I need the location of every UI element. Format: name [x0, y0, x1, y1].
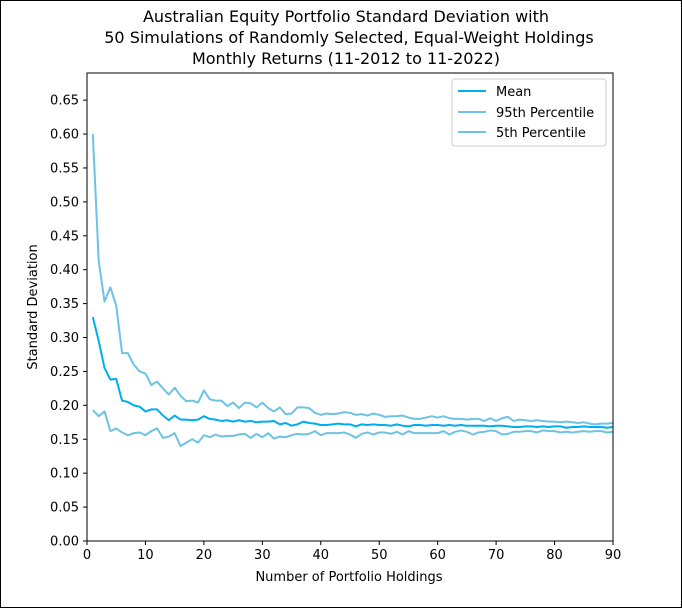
x-tick-label: 80 — [546, 548, 563, 563]
legend-label-mean: Mean — [496, 85, 531, 100]
tick-layer: 0 10 20 30 40 50 60 70 80 90 0.00 0.05 0.10 0.15 0.20 0… — [50, 94, 621, 563]
y-tick-label: 0.65 — [50, 94, 79, 109]
legend-box — [451, 78, 607, 147]
y-tick-label: 0.40 — [50, 263, 79, 278]
x-axis-label: Number of Portfolio Holdings — [255, 570, 442, 585]
legend-label-5th-percentile: 5th Percentile — [496, 126, 586, 141]
x-tick-label: 40 — [313, 548, 330, 563]
legend-label-95th-percentile: 95th Percentile — [496, 106, 594, 121]
series-line-mean — [91, 316, 614, 429]
y-tick-label: 0.50 — [50, 195, 79, 210]
x-tick-label: 30 — [254, 548, 271, 563]
x-tick-label: 60 — [429, 548, 446, 563]
legend: Mean 95th Percentile 5th Percentile — [451, 78, 607, 147]
y-tick-label: 0.55 — [50, 161, 79, 176]
x-tick-label: 90 — [605, 548, 622, 563]
y-axis-label: Standard Deviation — [26, 244, 41, 369]
y-tick-label: 0.20 — [50, 399, 79, 414]
series-line-95th-percentile — [91, 133, 614, 426]
x-tick-label: 20 — [196, 548, 213, 563]
chart-title-line-2: 50 Simulations of Randomly Selected, Equ… — [104, 28, 593, 47]
y-tick-label: 0.05 — [50, 501, 79, 516]
y-tick-label: 0.60 — [50, 128, 79, 143]
x-tick-label: 50 — [371, 548, 388, 563]
axes-frame — [86, 72, 614, 542]
series-line-5th-percentile — [92, 409, 614, 448]
y-tick-label: 0.35 — [50, 297, 79, 312]
chart-title-line-1: Australian Equity Portfolio Standard Dev… — [143, 7, 549, 26]
x-tick-label: 10 — [137, 548, 154, 563]
plot-area — [87, 73, 613, 541]
y-tick-label: 0.10 — [50, 467, 79, 482]
y-tick-label: 0.25 — [50, 365, 79, 380]
y-tick-label: 0.15 — [50, 433, 79, 448]
y-tick-label: 0.45 — [50, 229, 79, 244]
x-tick-label: 70 — [488, 548, 505, 563]
y-tick-label: 0.00 — [50, 535, 79, 550]
x-tick-label: 0 — [83, 548, 91, 563]
y-tick-label: 0.30 — [50, 331, 79, 346]
series-layer — [91, 133, 614, 448]
chart-title-line-3: Monthly Returns (11-2012 to 11-2022) — [192, 49, 500, 68]
